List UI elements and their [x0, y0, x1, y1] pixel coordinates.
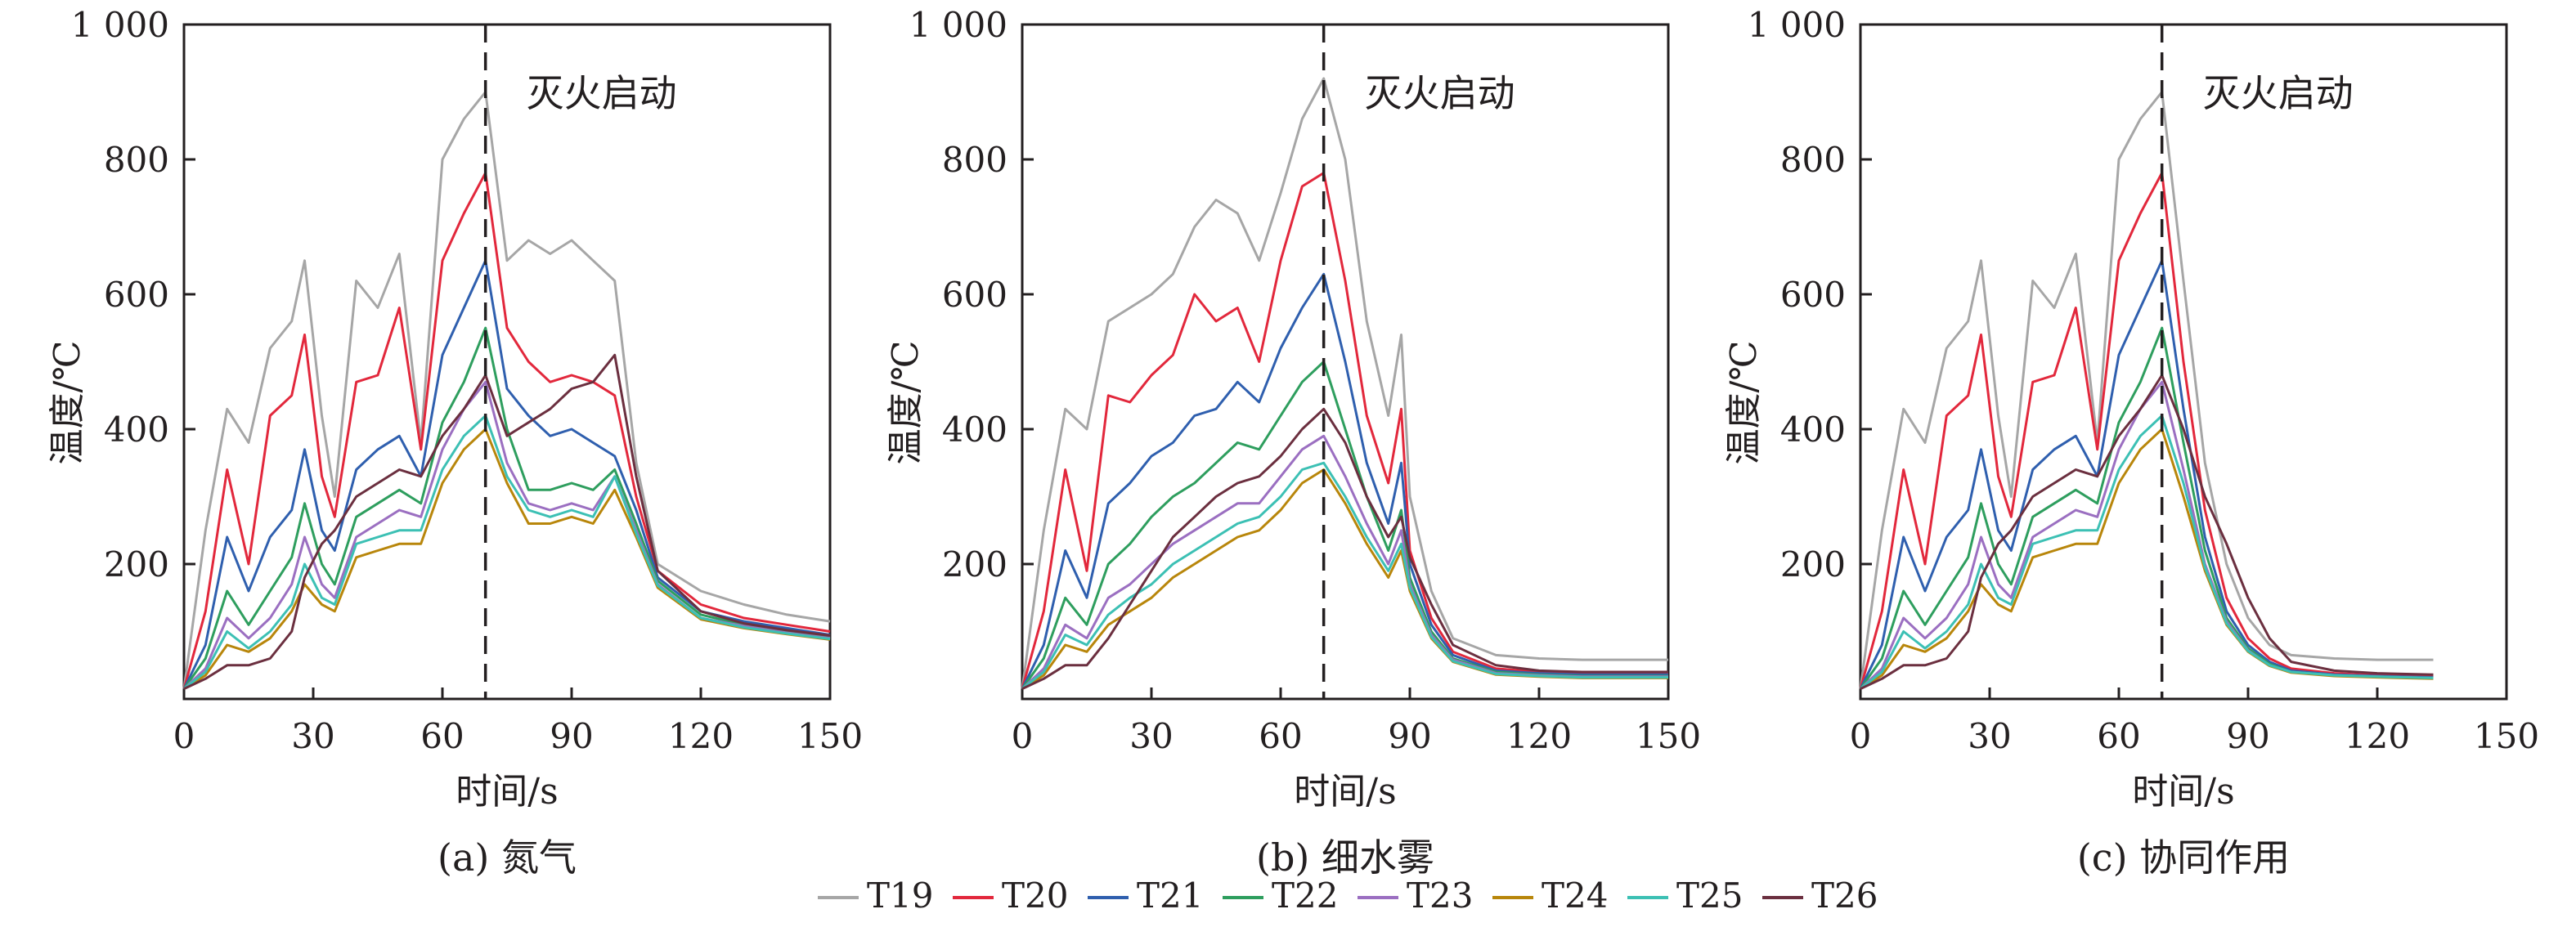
ignition-annotation: 灭火启动: [2203, 71, 2354, 115]
series-line-t21: [182, 259, 831, 690]
ignition-annotation: 灭火启动: [1365, 71, 1515, 115]
x-tick-label: 60: [420, 716, 464, 756]
y-tick-label: 200: [942, 544, 1008, 584]
y-axis-label: 温度/℃: [885, 340, 927, 464]
x-tick-label: 30: [1968, 716, 2011, 756]
y-tick-label: 800: [1780, 140, 1846, 180]
y-tick-label: 400: [104, 410, 169, 450]
y-tick-label: 1 000: [71, 5, 169, 45]
plot-frame: [1859, 23, 2508, 701]
x-tick-label: 90: [550, 716, 593, 756]
x-tick-label: 30: [1129, 716, 1173, 756]
series-line-t21: [1021, 272, 1668, 690]
series-line-t24: [183, 428, 831, 690]
y-tick-label: 800: [104, 140, 169, 180]
panel-label: (c) 协同作用: [2077, 835, 2290, 880]
series-line-t25: [183, 414, 831, 690]
y-tick-label: 800: [942, 140, 1008, 180]
y-axis-label: 温度/℃: [1723, 340, 1765, 464]
series-line-t26: [1860, 374, 2434, 690]
x-tick-label: 30: [291, 716, 334, 756]
y-tick-label: 1 000: [1748, 5, 1846, 45]
series-line-t23: [1021, 434, 1668, 690]
plot-frame: [182, 23, 832, 701]
x-tick-label: 90: [1388, 716, 1431, 756]
y-tick-label: 600: [942, 275, 1008, 315]
y-tick-label: 200: [104, 544, 169, 584]
series-line-t26: [183, 353, 831, 690]
x-tick-label: 120: [668, 716, 734, 756]
series-line-t22: [182, 326, 831, 690]
series-line-t25: [1860, 414, 2434, 690]
x-tick-label: 0: [1850, 716, 1872, 756]
legend-label-t26: T26: [1811, 876, 1878, 916]
series-line-t24: [1860, 428, 2434, 690]
x-tick-label: 0: [173, 716, 195, 756]
legend-label-t19: T19: [867, 876, 933, 916]
legend-label-t23: T23: [1407, 876, 1473, 916]
x-axis-label: 时间/s: [2132, 771, 2234, 813]
x-tick-label: 90: [2226, 716, 2269, 756]
y-tick-label: 600: [1780, 275, 1846, 315]
series-line-t24: [1021, 468, 1668, 690]
series-line-t20: [1021, 172, 1668, 690]
y-tick-label: 600: [104, 275, 169, 315]
legend-label-t25: T25: [1676, 876, 1743, 916]
x-axis-label: 时间/s: [1294, 771, 1396, 813]
x-tick-label: 150: [2474, 716, 2539, 756]
series-line-t20: [1859, 172, 2434, 690]
series-line-t26: [1021, 407, 1668, 690]
y-axis-label: 温度/℃: [47, 340, 88, 464]
y-tick-label: 1 000: [909, 5, 1008, 45]
legend-label-t20: T20: [1002, 876, 1068, 916]
series-line-t21: [1859, 259, 2434, 690]
legend-label-t24: T24: [1542, 876, 1608, 916]
plot-frame: [1021, 23, 1670, 701]
panel-label: (b) 细水雾: [1256, 835, 1434, 880]
x-tick-label: 120: [1506, 716, 1572, 756]
x-tick-label: 0: [1012, 716, 1034, 756]
x-tick-label: 120: [2345, 716, 2410, 756]
series-line-t20: [182, 172, 831, 690]
y-tick-label: 400: [1780, 410, 1846, 450]
series-line-t19: [1859, 91, 2434, 689]
panel-label: (a) 氮气: [438, 835, 577, 880]
ignition-annotation: 灭火启动: [527, 71, 677, 115]
series-line-t22: [1021, 361, 1668, 690]
legend-label-t21: T21: [1137, 876, 1203, 916]
y-tick-label: 400: [942, 410, 1008, 450]
x-axis-label: 时间/s: [456, 771, 558, 813]
series-line-t19: [182, 91, 831, 689]
x-tick-label: 150: [797, 716, 863, 756]
series-line-t25: [1021, 461, 1668, 690]
y-tick-label: 200: [1780, 544, 1846, 584]
legend-label-t22: T22: [1272, 876, 1338, 916]
series-line-t22: [1859, 326, 2434, 690]
x-tick-label: 60: [2097, 716, 2140, 756]
series-line-t19: [1021, 77, 1668, 689]
x-tick-label: 150: [1636, 716, 1701, 756]
x-tick-label: 60: [1259, 716, 1302, 756]
